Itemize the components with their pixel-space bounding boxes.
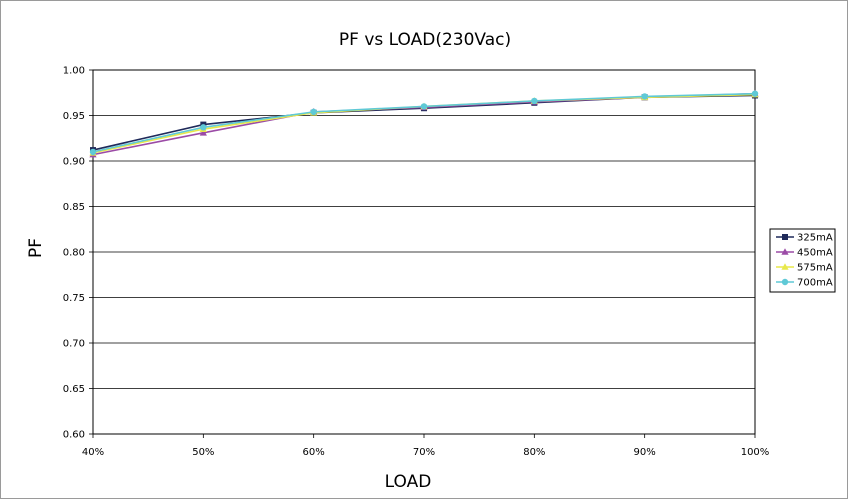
legend-label: 700mA [797, 278, 833, 289]
data-point [420, 103, 428, 110]
x-axis-title: LOAD [385, 472, 432, 492]
chart-title: PF vs LOAD(230Vac) [339, 30, 511, 50]
axes [89, 69, 756, 438]
x-tick-label: 80% [523, 447, 545, 458]
series-700mA [89, 90, 759, 156]
y-tick-label: 0.80 [63, 248, 85, 259]
x-tick-labels: 40% 50% 60% 70% 80% 90% 100% [82, 447, 769, 458]
data-point [751, 90, 759, 97]
x-tick-label: 50% [192, 447, 214, 458]
legend-label: 575mA [797, 263, 833, 274]
series-325mA [90, 92, 758, 154]
y-tick-labels: 0.60 0.65 0.70 0.75 0.80 0.85 0.90 0.95 1.00 [63, 66, 85, 441]
legend: 325mA 450mA 575mA 700mA [769, 228, 836, 293]
legend-label: 450mA [797, 248, 833, 259]
data-point [531, 97, 538, 105]
y-axis-title: PF [26, 238, 46, 258]
data-point [310, 108, 317, 116]
data-point [781, 263, 789, 270]
series-line [92, 92, 756, 153]
data-point [781, 248, 789, 255]
data-point [89, 148, 97, 156]
y-tick-label: 0.75 [63, 293, 85, 304]
data-point [781, 278, 789, 286]
data-point [199, 128, 207, 136]
y-tick-label: 0.70 [63, 339, 85, 350]
gridlines [93, 69, 755, 435]
x-tick-label: 40% [82, 447, 104, 458]
series-575mA [89, 90, 759, 156]
legend-label: 325mA [797, 233, 833, 244]
y-tick-label: 1.00 [63, 66, 85, 77]
y-tick-label: 0.60 [63, 430, 85, 441]
x-tick-label: 100% [741, 447, 770, 458]
x-tick-label: 90% [634, 447, 656, 458]
x-tick-label: 70% [413, 447, 435, 458]
data-point [641, 93, 648, 100]
y-tick-label: 0.65 [63, 384, 85, 395]
y-tick-label: 0.90 [63, 157, 85, 168]
x-tick-label: 60% [303, 447, 325, 458]
data-point [782, 234, 788, 240]
y-tick-label: 0.85 [63, 202, 85, 213]
y-tick-label: 0.95 [63, 111, 85, 122]
data-series [89, 89, 759, 158]
series-450mA [89, 89, 759, 158]
data-point [200, 124, 207, 131]
